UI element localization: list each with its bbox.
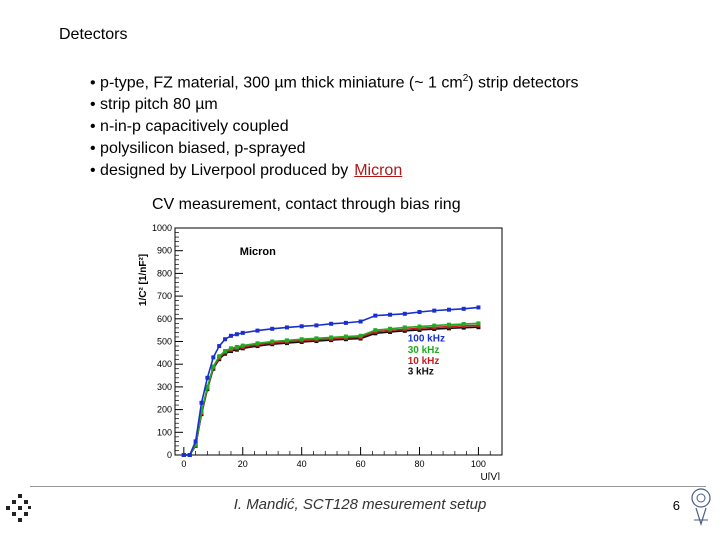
- data-point: [329, 321, 334, 326]
- data-point: [181, 453, 186, 457]
- data-point: [461, 322, 466, 327]
- data-point: [211, 364, 216, 369]
- data-point: [205, 375, 210, 380]
- data-point: [402, 325, 407, 330]
- bullet-text: • designed by Liverpool produced by: [90, 162, 349, 180]
- data-point: [228, 346, 233, 351]
- data-point: [329, 335, 334, 340]
- data-point: [240, 343, 245, 348]
- data-point: [284, 325, 289, 330]
- data-point: [476, 305, 481, 310]
- legend-entry: 10 kHz: [408, 356, 440, 367]
- data-point: [205, 384, 210, 389]
- bullet-item: • designed by Liverpool produced by Micro…: [90, 160, 579, 182]
- chart-caption: CV measurement, contact through bias rin…: [152, 196, 461, 213]
- y-tick-label: 400: [157, 359, 172, 369]
- data-point: [270, 339, 275, 344]
- data-point: [432, 323, 437, 328]
- data-point: [199, 409, 204, 414]
- data-point: [373, 328, 378, 333]
- y-tick-label: 0: [167, 450, 172, 460]
- data-point: [217, 354, 222, 359]
- y-tick-label: 200: [157, 405, 172, 415]
- y-tick-label: 600: [157, 314, 172, 324]
- data-point: [358, 333, 363, 338]
- data-point: [217, 344, 222, 349]
- bullet-text: • p-type, FZ material, 300 µm thick mini…: [90, 74, 463, 92]
- x-axis-label: U[V]: [481, 472, 501, 480]
- bullet-item: • polysilicon biased, p-sprayed: [90, 140, 306, 158]
- chart-annotation: Micron: [240, 246, 276, 258]
- x-tick-label: 60: [356, 459, 366, 469]
- y-tick-label: 100: [157, 427, 172, 437]
- bullet-item: • p-type, FZ material, 300 µm thick mini…: [90, 68, 579, 94]
- cv-chart: 0 100 200 300 400 500 600 700 800 900 1000 0 20 40 60 8…: [138, 223, 503, 480]
- data-point: [223, 337, 228, 342]
- data-point: [417, 324, 422, 329]
- data-point: [314, 336, 319, 341]
- bullet-item: • n-in-p capacitively coupled: [90, 118, 289, 136]
- bullet-text: ) strip detectors: [468, 74, 579, 92]
- data-point: [476, 321, 481, 326]
- data-point: [402, 311, 407, 316]
- data-point: [446, 322, 451, 327]
- data-point: [373, 313, 378, 318]
- x-tick-label: 20: [238, 459, 248, 469]
- x-tick-label: 100: [471, 459, 486, 469]
- data-point: [234, 344, 239, 349]
- bullet-superscript: 2: [462, 73, 469, 84]
- data-point: [211, 355, 216, 360]
- data-point: [284, 338, 289, 343]
- slide-title: Detectors: [59, 26, 128, 43]
- data-point: [193, 442, 198, 447]
- footer-divider: [30, 486, 706, 487]
- data-point: [388, 312, 393, 317]
- y-tick-label: 800: [157, 268, 172, 278]
- y-tick-label: 900: [157, 246, 172, 256]
- data-point: [432, 308, 437, 313]
- y-tick-label: 500: [157, 337, 172, 347]
- data-point: [299, 324, 304, 329]
- x-tick-label: 80: [415, 459, 425, 469]
- university-crest-icon: [691, 488, 711, 527]
- y-tick-label: 700: [157, 291, 172, 301]
- data-point: [417, 309, 422, 314]
- data-point: [234, 332, 239, 337]
- bullet-item: • strip pitch 80 µm: [90, 96, 218, 114]
- data-point: [299, 337, 304, 342]
- page-number: 6: [672, 498, 680, 513]
- micron-link[interactable]: Micron: [354, 162, 403, 180]
- bullet-list: • p-type, FZ material, 300 µm thick mini…: [90, 68, 579, 182]
- y-tick-label: 300: [157, 382, 172, 392]
- data-point: [255, 328, 260, 333]
- y-tick-label: 1000: [152, 223, 172, 233]
- data-point: [461, 306, 466, 311]
- data-point: [270, 326, 275, 331]
- data-point: [240, 330, 245, 335]
- legend-entry: 30 kHz: [408, 345, 440, 356]
- x-tick-label: 40: [297, 459, 307, 469]
- legend-entry: 100 kHz: [408, 334, 445, 345]
- data-point: [193, 439, 198, 444]
- data-point: [388, 326, 393, 331]
- data-point: [358, 319, 363, 324]
- data-point: [228, 333, 233, 338]
- data-point: [343, 334, 348, 339]
- legend-entry: 3 kHz: [408, 366, 434, 377]
- institute-logo-icon: [6, 494, 31, 522]
- data-point: [476, 323, 481, 328]
- x-tick-label: 0: [181, 459, 186, 469]
- data-point: [255, 341, 260, 346]
- y-axis-label: 1/C² [1/nF²]: [138, 254, 149, 306]
- data-point: [187, 453, 192, 457]
- data-point: [199, 400, 204, 405]
- data-point: [223, 349, 228, 354]
- data-point: [446, 307, 451, 312]
- data-point: [314, 323, 319, 328]
- footer-text: I. Mandić, SCT128 mesurement setup: [233, 496, 487, 513]
- data-point: [343, 320, 348, 325]
